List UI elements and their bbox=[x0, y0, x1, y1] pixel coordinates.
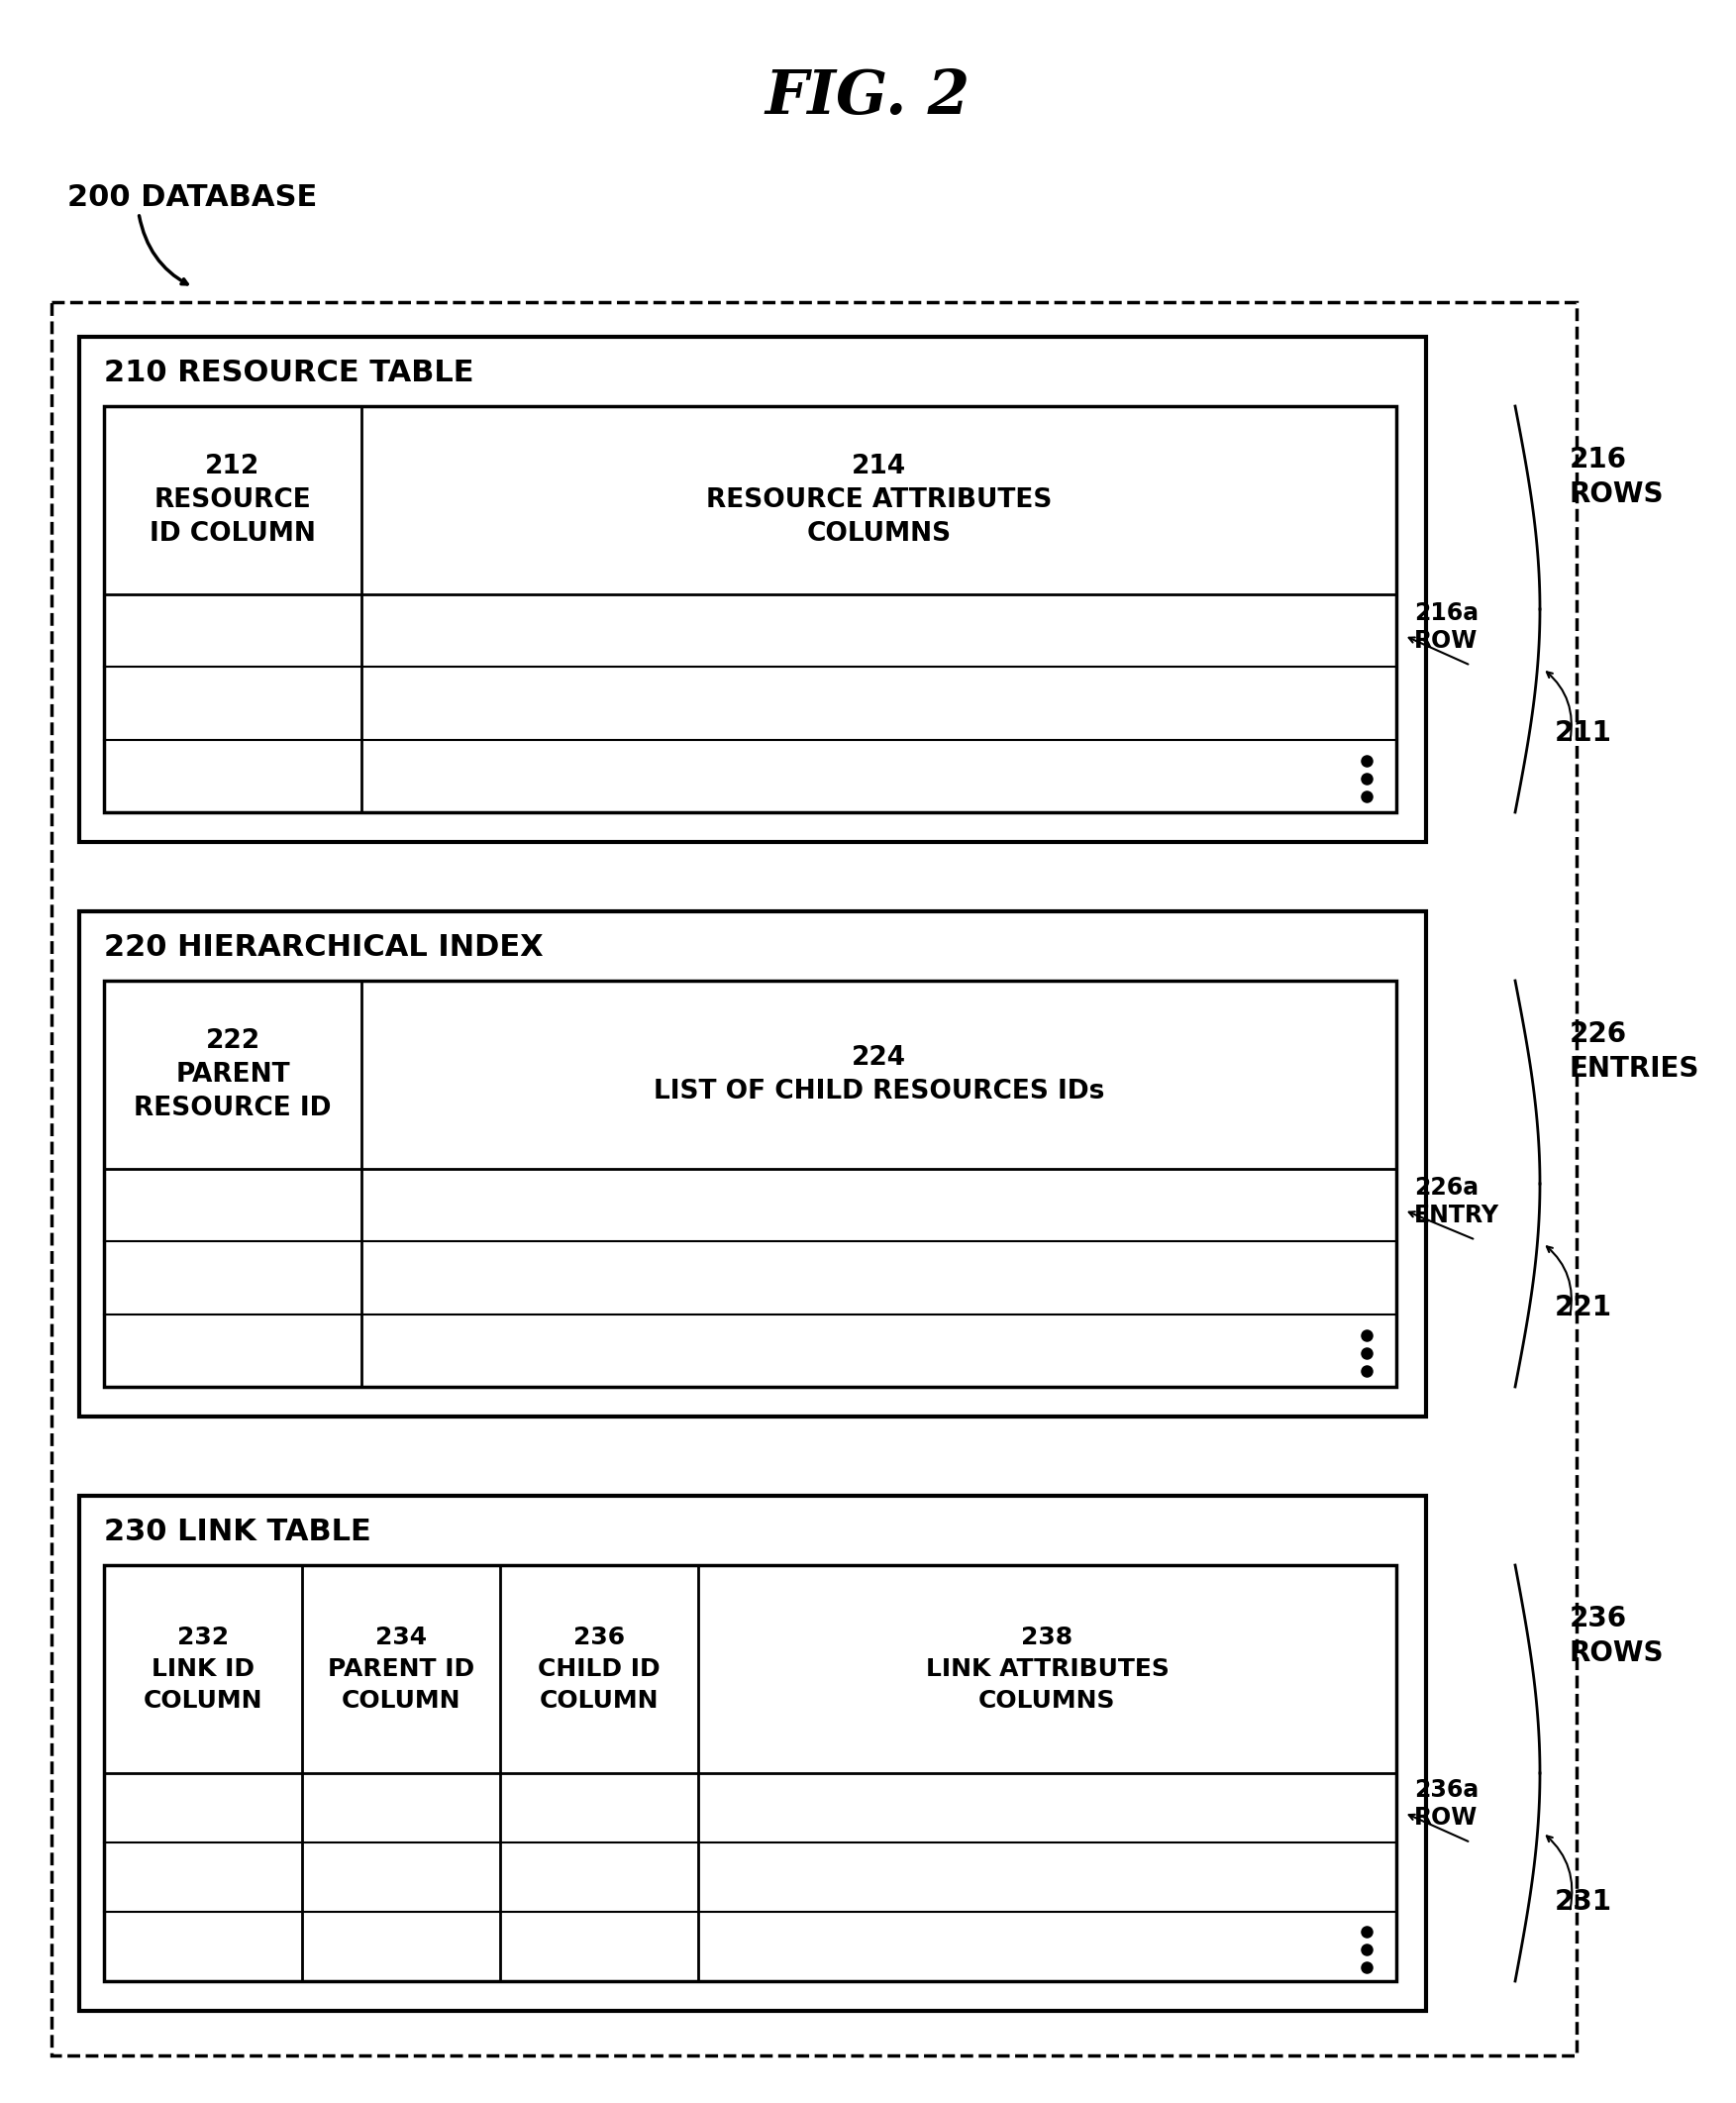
Text: 236
CHILD ID
COLUMN: 236 CHILD ID COLUMN bbox=[538, 1626, 660, 1712]
Text: 200 DATABASE: 200 DATABASE bbox=[68, 183, 318, 212]
Text: 238
LINK ATTRIBUTES
COLUMNS: 238 LINK ATTRIBUTES COLUMNS bbox=[925, 1626, 1168, 1712]
Text: ENTRIES: ENTRIES bbox=[1569, 1056, 1700, 1083]
Text: 216: 216 bbox=[1569, 446, 1627, 473]
Text: 236a: 236a bbox=[1415, 1779, 1479, 1802]
Text: 226: 226 bbox=[1569, 1020, 1627, 1047]
Text: ROWS: ROWS bbox=[1569, 1640, 1665, 1668]
Bar bbox=[80, 336, 1425, 841]
Text: 231: 231 bbox=[1555, 1888, 1613, 1916]
Text: ENTRY: ENTRY bbox=[1415, 1203, 1500, 1226]
Text: 224
LIST OF CHILD RESOURCES IDs: 224 LIST OF CHILD RESOURCES IDs bbox=[653, 1045, 1104, 1104]
Bar bbox=[104, 980, 1396, 1386]
Text: 234
PARENT ID
COLUMN: 234 PARENT ID COLUMN bbox=[328, 1626, 474, 1712]
Text: 214
RESOURCE ATTRIBUTES
COLUMNS: 214 RESOURCE ATTRIBUTES COLUMNS bbox=[707, 454, 1052, 547]
Bar bbox=[80, 1495, 1425, 2010]
Text: ROW: ROW bbox=[1415, 629, 1477, 652]
Text: 232
LINK ID
COLUMN: 232 LINK ID COLUMN bbox=[144, 1626, 262, 1712]
Text: 210 RESOURCE TABLE: 210 RESOURCE TABLE bbox=[104, 360, 474, 387]
Text: 212
RESOURCE
ID COLUMN: 212 RESOURCE ID COLUMN bbox=[149, 454, 316, 547]
Text: 236: 236 bbox=[1569, 1605, 1627, 1632]
Text: 226a: 226a bbox=[1415, 1176, 1479, 1199]
Bar bbox=[52, 303, 1576, 2055]
Text: 222
PARENT
RESOURCE ID: 222 PARENT RESOURCE ID bbox=[134, 1028, 332, 1121]
Text: FIG. 2: FIG. 2 bbox=[766, 67, 970, 126]
Text: ROW: ROW bbox=[1415, 1806, 1477, 1830]
Text: 211: 211 bbox=[1555, 719, 1613, 747]
Text: 221: 221 bbox=[1555, 1293, 1613, 1321]
Text: 220 HIERARCHICAL INDEX: 220 HIERARCHICAL INDEX bbox=[104, 934, 543, 961]
Bar bbox=[80, 911, 1425, 1417]
Bar bbox=[104, 406, 1396, 812]
Text: 230 LINK TABLE: 230 LINK TABLE bbox=[104, 1518, 372, 1546]
Text: 216a: 216a bbox=[1415, 601, 1479, 625]
Bar bbox=[104, 1565, 1396, 1981]
Text: ROWS: ROWS bbox=[1569, 479, 1665, 509]
